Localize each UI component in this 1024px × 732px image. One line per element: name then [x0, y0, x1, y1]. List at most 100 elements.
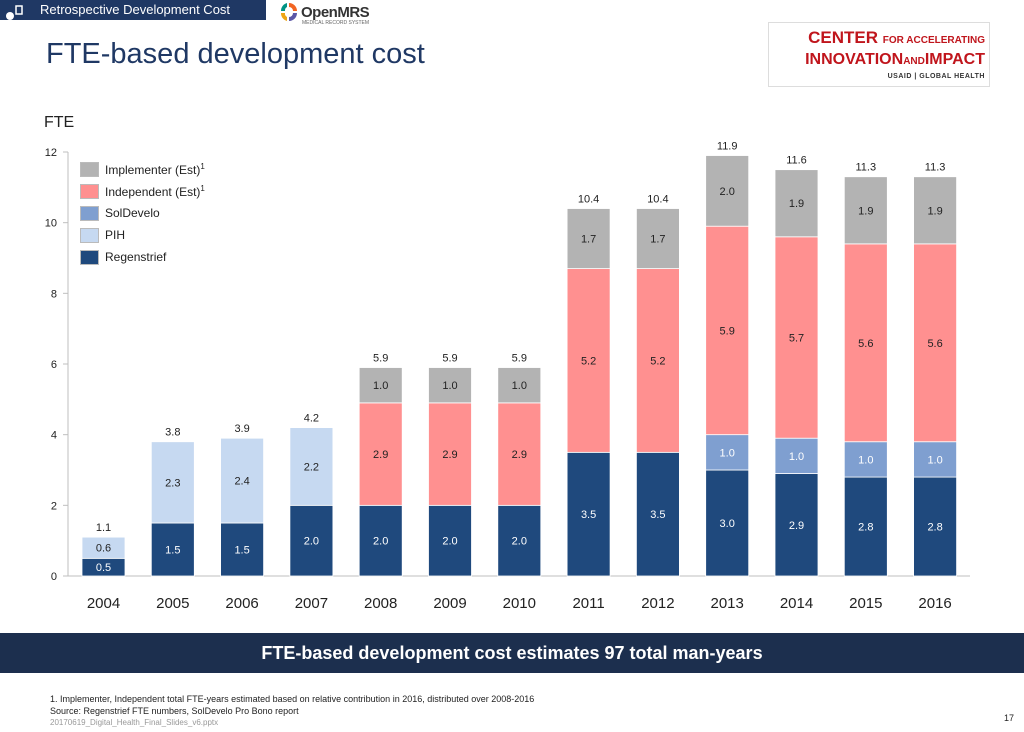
legend-item: PIH [80, 226, 240, 248]
y-tick-label: 10 [45, 218, 57, 230]
segment-label: 5.6 [858, 338, 873, 350]
x-tick-label: 2006 [225, 595, 258, 612]
bar-segment [220, 437, 265, 524]
x-tick-label: 2016 [918, 595, 951, 612]
segment-label: 2.0 [442, 536, 457, 548]
bar-total-label: 4.2 [304, 413, 319, 425]
partner-logo-center: CENTER [808, 28, 879, 47]
x-tick-label: 2011 [572, 595, 604, 612]
section-tab: Retrospective Development Cost [0, 0, 266, 20]
bar-total-label: 3.9 [234, 423, 249, 435]
section-tab-label: Retrospective Development Cost [40, 2, 231, 17]
legend-item: Regenstrief [80, 248, 240, 270]
bar-segment [150, 522, 195, 577]
bar-segment [636, 268, 680, 453]
segment-label: 1.7 [650, 234, 665, 246]
partner-logo-line3: USAID | GLOBAL HEALTH [887, 73, 985, 80]
footnote-filename: 20170619_Digital_Health_Final_Slides_v6.… [50, 718, 219, 727]
segment-label: 1.9 [789, 198, 804, 210]
segment-label: 2.0 [373, 536, 388, 548]
bar-total-label: 10.4 [647, 194, 668, 206]
segment-label: 3.5 [581, 509, 596, 521]
x-tick-label: 2015 [849, 595, 882, 612]
bar-segment [497, 367, 542, 404]
segment-label: 1.0 [442, 380, 457, 392]
bar-segment [289, 504, 334, 577]
bar-total-label: 11.9 [717, 141, 738, 153]
bar-segment [705, 155, 750, 227]
bar-segment [220, 522, 265, 577]
bar-segment [913, 176, 957, 245]
segment-label: 1.0 [927, 454, 942, 466]
bar-segment [774, 169, 819, 238]
x-tick-label: 2007 [295, 595, 328, 612]
bar-total-label: 3.8 [165, 427, 180, 439]
segment-label: 0.5 [96, 562, 111, 574]
segment-label: 2.3 [165, 477, 180, 489]
bar-segment [428, 402, 472, 506]
segment-label: 5.2 [581, 355, 596, 367]
y-tick-label: 12 [45, 147, 57, 159]
segment-label: 1.5 [165, 545, 180, 557]
legend-swatch [80, 228, 99, 243]
segment-label: 2.0 [720, 186, 735, 198]
partner-logo-line2: INNOVATIONANDIMPACT [805, 51, 985, 69]
bar-segment [81, 536, 126, 559]
y-tick-label: 6 [51, 359, 57, 371]
partner-logo-line1: CENTER FOR ACCELERATING [808, 28, 985, 48]
legend-label: SolDevelo [105, 206, 160, 220]
openmrs-logo-text: OpenMRS [301, 4, 370, 21]
bar-segment [566, 208, 611, 270]
legend-footnote-marker: 1 [200, 184, 205, 193]
y-axis-title: FTE [44, 114, 74, 131]
legend-swatch [80, 162, 99, 177]
segment-label: 2.9 [789, 520, 804, 532]
bar-total-label: 11.6 [786, 155, 807, 167]
legend-item: Independent (Est)1 [80, 182, 240, 204]
segment-label: 5.2 [650, 355, 665, 367]
fte-stacked-bar-chart: FTE 0 2 4 6 8 10 12 0.5 0.6 1.1 2004 1.5 2.3 3.8 2005 1.… [44, 114, 970, 612]
legend-item: SolDevelo [80, 204, 240, 226]
y-tick-label: 8 [51, 288, 57, 300]
bar-total-label: 1.1 [96, 522, 111, 534]
bar-segment [774, 473, 819, 577]
segment-label: 2.8 [927, 522, 942, 534]
bar-segment [150, 441, 195, 524]
bar-segment [636, 208, 680, 270]
segment-label: 1.9 [927, 205, 942, 217]
bar-segment [358, 367, 403, 404]
segment-label: 3.0 [720, 518, 735, 530]
bar-segment [428, 367, 472, 404]
segment-label: 1.5 [234, 545, 249, 557]
bar-total-label: 11.3 [856, 162, 877, 174]
bar-segment [289, 427, 334, 506]
y-tick-label: 2 [51, 500, 57, 512]
x-tick-label: 2010 [503, 595, 536, 612]
x-tick-label: 2009 [433, 595, 466, 612]
bar-segment [358, 504, 403, 577]
bar-segment [358, 402, 403, 506]
segment-label: 2.9 [512, 449, 527, 461]
bar-segment [843, 176, 888, 245]
bar-segment [705, 434, 750, 471]
x-tick-label: 2008 [364, 595, 397, 612]
partner-logo-impact: IMPACT [924, 51, 985, 68]
segment-label: 2.9 [442, 449, 457, 461]
y-tick-label: 0 [51, 571, 57, 583]
page-number: 17 [1003, 713, 1014, 723]
bar-segment [774, 437, 819, 474]
bar-segment [497, 504, 542, 577]
segment-label: 1.0 [512, 380, 527, 392]
openmrs-tagline: MEDICAL RECORD SYSTEM [302, 20, 370, 26]
legend-swatch [80, 206, 99, 221]
legend-label: PIH [105, 228, 126, 242]
x-tick-label: 2005 [156, 595, 189, 612]
bar-total-label: 5.9 [442, 353, 457, 365]
page-title: FTE-based development cost [46, 38, 425, 70]
footnote-source: Source: Regenstrief FTE numbers, SolDeve… [50, 706, 299, 716]
bar-segment [497, 402, 542, 506]
bar-total-label: 5.9 [373, 353, 388, 365]
legend-swatch [80, 250, 99, 265]
segment-label: 1.0 [373, 380, 388, 392]
segment-label: 2.8 [858, 522, 873, 534]
